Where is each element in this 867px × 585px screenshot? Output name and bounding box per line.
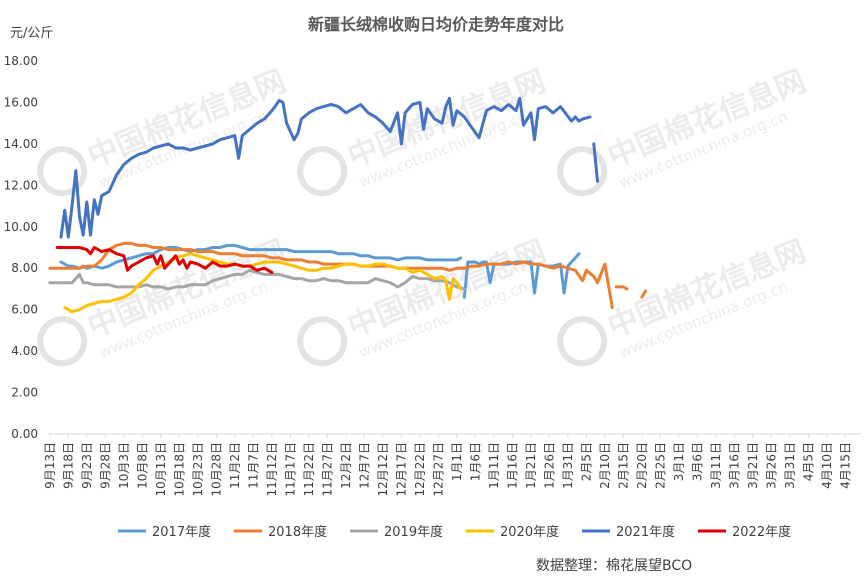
x-tick-label: 2月25日: [653, 442, 667, 489]
x-tick-label: 10月28日: [209, 442, 223, 497]
legend-label: 2020年度: [500, 524, 559, 540]
x-tick-label: 12月2日: [339, 442, 353, 489]
x-tick-label: 11月17日: [283, 442, 297, 497]
series-line: [55, 246, 274, 274]
x-tick-label: 3月26日: [764, 442, 778, 489]
x-tick-label: 11月7日: [246, 442, 260, 489]
y-tick-label: 18.00: [4, 54, 38, 68]
series-line: [63, 252, 463, 314]
watermark-logo-icon: [37, 146, 88, 197]
legend-label: 2022年度: [732, 524, 791, 540]
x-tick-label: 3月31日: [783, 442, 797, 489]
y-tick-label: 0.00: [11, 427, 38, 441]
x-tick-label: 11月27日: [320, 442, 334, 497]
y-tick-label: 12.00: [4, 178, 38, 192]
x-tick-label: 2月10日: [598, 442, 612, 489]
series-layer: [48, 96, 647, 314]
x-tick-label: 2月5日: [579, 442, 593, 481]
x-tick-label: 10月3日: [117, 442, 131, 489]
x-tick-label: 10月18日: [172, 442, 186, 497]
legend-label: 2019年度: [384, 524, 443, 540]
x-tick-label: 3月21日: [746, 442, 760, 489]
chart-title: 新疆长绒棉收购日均价走势年度对比: [308, 15, 564, 34]
y-tick-label: 4.00: [11, 344, 38, 358]
x-tick-label: 12月27日: [431, 442, 445, 497]
y-tick-label: 16.00: [4, 95, 38, 109]
x-tick-label: 2月20日: [635, 442, 649, 489]
x-tick-label: 10月13日: [154, 442, 168, 497]
x-tick-label: 12月7日: [357, 442, 371, 489]
x-tick-label: 9月18日: [61, 442, 75, 489]
x-tick-label: 3月11日: [709, 442, 723, 489]
x-tick-label: 11月12日: [265, 442, 279, 497]
x-tick-label: 1月21日: [524, 442, 538, 489]
watermark-logo-icon: [297, 146, 348, 197]
watermark-logo-icon: [557, 146, 608, 197]
watermark-logo-icon: [557, 316, 608, 367]
y-tick-label: 6.00: [11, 303, 38, 317]
x-tick-label: 10月23日: [191, 442, 205, 497]
legend: 2017年度 2018年度 2019年度 2020年度 2021年度 2022年度: [118, 524, 791, 540]
x-tick-label: 1月11日: [487, 442, 501, 489]
legend-label: 2017年度: [152, 524, 211, 540]
x-tick-label: 1月1日: [450, 442, 464, 481]
x-tick-label: 12月17日: [394, 442, 408, 497]
y-tick-label: 10.00: [4, 220, 38, 234]
watermark-logo-icon: [297, 316, 348, 367]
series-line: [48, 268, 466, 291]
x-tick-label: 9月13日: [43, 442, 57, 489]
y-tick-label: 8.00: [11, 261, 38, 275]
legend-label: 2018年度: [268, 524, 327, 540]
x-tick-label: 4月5日: [801, 442, 815, 481]
x-tick-label: 4月15日: [838, 442, 852, 489]
x-tick-label: 3月1日: [672, 442, 686, 481]
x-tick-label: 3月16日: [727, 442, 741, 489]
y-tick-label: 14.00: [4, 137, 38, 151]
y-axis-ticks: 0.00 2.00 4.00 6.00 8.00 10.00 12.00 14.00 16.00…: [4, 54, 38, 441]
legend-label: 2021年度: [616, 524, 675, 540]
watermark-logo-icon: [37, 316, 88, 367]
x-tick-label: 9月28日: [98, 442, 112, 489]
x-tick-label: 11月2日: [228, 442, 242, 489]
series-line: [48, 241, 647, 310]
source-note: 数据整理：棉花展望BCO: [536, 557, 692, 574]
x-tick-label: 10月8日: [135, 442, 149, 489]
x-tick-label: 12月12日: [376, 442, 390, 497]
x-tick-label: 2月15日: [616, 442, 630, 489]
x-tick-label: 1月6日: [468, 442, 482, 481]
x-tick-label: 1月16日: [505, 442, 519, 489]
x-tick-label: 1月31日: [561, 442, 575, 489]
x-tick-label: 3月6日: [690, 442, 704, 481]
y-tick-label: 2.00: [11, 386, 38, 400]
x-tick-label: 11月22日: [302, 442, 316, 497]
x-axis-ticks: 9月13日 9月18日 9月23日 9月28日 10月3日 10月8日 10月13日 10月1…: [43, 434, 852, 497]
x-tick-label: 9月23日: [80, 442, 94, 489]
y-axis-label: 元/公斤: [10, 26, 53, 41]
series-line: [59, 96, 599, 239]
x-tick-label: 12月22日: [413, 442, 427, 497]
x-tick-label: 4月10日: [820, 442, 834, 489]
x-tick-label: 1月26日: [542, 442, 556, 489]
